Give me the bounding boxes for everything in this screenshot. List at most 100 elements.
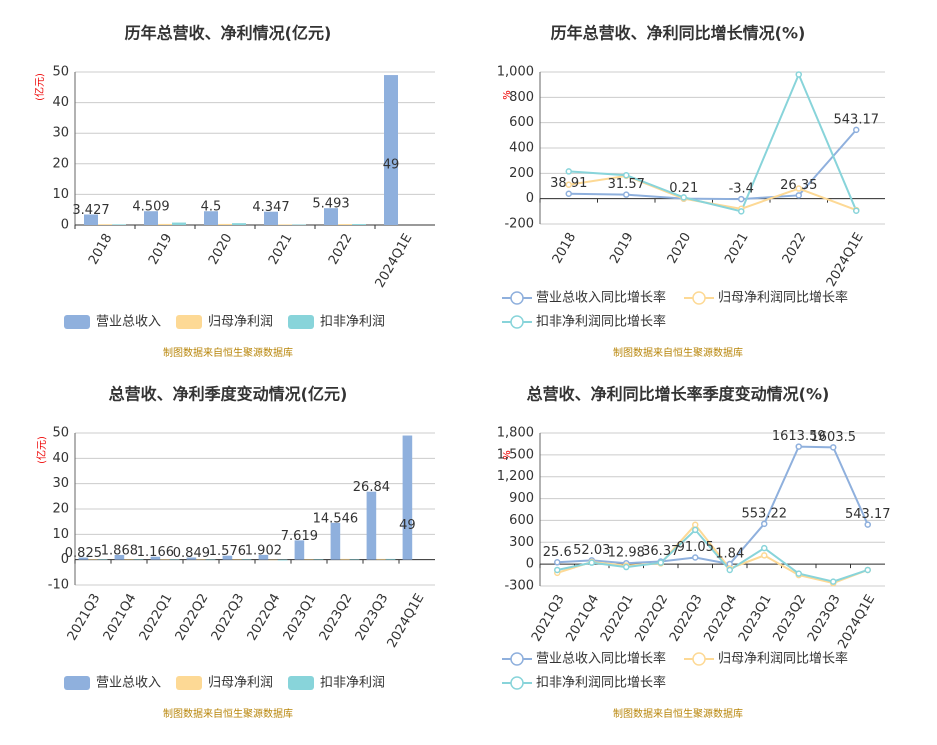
bar	[324, 208, 338, 225]
data-label: 7.619	[281, 529, 318, 544]
point	[761, 552, 768, 559]
point	[680, 194, 687, 201]
y-axis-label: %	[502, 450, 513, 460]
source-note: 制图数据来自恒生聚源数据库	[613, 707, 743, 720]
bar	[169, 559, 180, 561]
legend-swatch	[64, 676, 90, 690]
legend-swatch	[176, 676, 202, 690]
point	[738, 208, 745, 215]
y-axis-label: %	[502, 90, 513, 100]
bar	[114, 554, 125, 560]
bar	[402, 435, 413, 560]
point	[554, 566, 561, 574]
bar	[338, 224, 352, 225]
x-tick-label: 2024Q1E	[385, 591, 428, 650]
bar	[313, 559, 324, 560]
bar	[222, 555, 233, 560]
y-tick-label: 50	[52, 65, 69, 80]
data-label: 91.05	[677, 540, 714, 555]
data-label: -3.4	[729, 182, 754, 197]
bar	[205, 559, 216, 561]
y-axis-label: (亿元)	[35, 436, 48, 464]
legend-label: 营业总收入同比增长率	[536, 290, 666, 306]
x-tick-label: 2022Q1	[598, 592, 637, 644]
bar	[330, 522, 341, 560]
legend-marker	[510, 291, 524, 305]
point	[565, 190, 572, 197]
chart-title: 历年总营收、净利同比增长情况(%)	[551, 24, 806, 43]
bar	[112, 224, 126, 225]
y-tick-label: 1,200	[497, 469, 534, 484]
x-tick-label: 2022	[326, 231, 356, 267]
x-tick-label: 2022Q4	[701, 592, 740, 644]
x-tick-label: 2022	[780, 230, 810, 266]
x-tick-label: 2024Q1E	[373, 231, 416, 290]
point	[692, 521, 699, 529]
legend-label: 归母净利润	[208, 676, 273, 691]
legend-swatch	[288, 676, 314, 690]
legend-marker	[510, 315, 524, 329]
point	[692, 554, 699, 561]
y-tick-label: 0	[526, 191, 534, 206]
data-label: 36.37	[642, 544, 679, 559]
legend-label: 营业总收入	[96, 315, 161, 330]
bar	[278, 224, 292, 225]
y-tick-label: 50	[52, 426, 69, 441]
point	[738, 195, 745, 203]
x-tick-label: 2019	[607, 230, 637, 266]
legend-label: 扣非净利润同比增长率	[536, 314, 666, 330]
bar	[385, 558, 396, 560]
bar	[384, 75, 398, 225]
x-tick-label: 2021	[266, 231, 296, 267]
point	[795, 570, 802, 577]
legend-marker	[510, 676, 524, 690]
point	[853, 126, 860, 134]
bar	[376, 558, 386, 560]
legend-marker	[692, 291, 706, 305]
bar	[294, 540, 305, 560]
y-tick-label: 400	[509, 141, 534, 156]
x-tick-label: 2023Q2	[317, 591, 356, 643]
series-line	[557, 528, 869, 583]
bar	[268, 559, 278, 561]
bar	[172, 222, 186, 225]
point	[623, 563, 630, 571]
x-tick-label: 2021Q4	[101, 591, 140, 643]
bar	[366, 491, 377, 560]
y-tick-label: 300	[509, 535, 534, 550]
bar	[258, 554, 269, 560]
legend-label: 营业总收入	[96, 676, 161, 691]
point	[795, 71, 802, 78]
x-tick-label: 2021	[722, 230, 752, 266]
point	[795, 192, 802, 199]
legend-swatch	[176, 315, 202, 329]
y-tick-label: 20	[52, 156, 69, 171]
data-label: 1613.59	[772, 429, 826, 444]
data-label: 3.427	[72, 203, 109, 218]
bar	[264, 211, 278, 225]
bar	[352, 224, 366, 225]
data-label: 12.98	[608, 546, 645, 561]
x-tick-label: 2021Q4	[563, 592, 602, 644]
point	[726, 566, 733, 574]
point	[554, 559, 561, 566]
y-tick-label: 200	[509, 166, 534, 181]
x-tick-label: 2022Q3	[667, 592, 706, 644]
chart-title: 历年总营收、净利情况(亿元)	[125, 24, 332, 43]
bar	[304, 559, 314, 560]
bar	[133, 559, 144, 560]
data-label: 0.825	[65, 546, 102, 561]
y-tick-label: 0	[526, 557, 534, 572]
legend-label: 归母净利润	[208, 315, 273, 330]
y-axis-label: (亿元)	[33, 73, 46, 101]
bar	[349, 559, 360, 560]
bar	[150, 556, 161, 560]
y-tick-label: 30	[52, 476, 69, 491]
y-tick-label: 20	[52, 502, 69, 517]
x-tick-label: 2023Q3	[353, 591, 392, 643]
data-label: 1.868	[101, 543, 138, 558]
data-label: 1.166	[137, 545, 174, 560]
data-label: 49	[383, 158, 400, 173]
